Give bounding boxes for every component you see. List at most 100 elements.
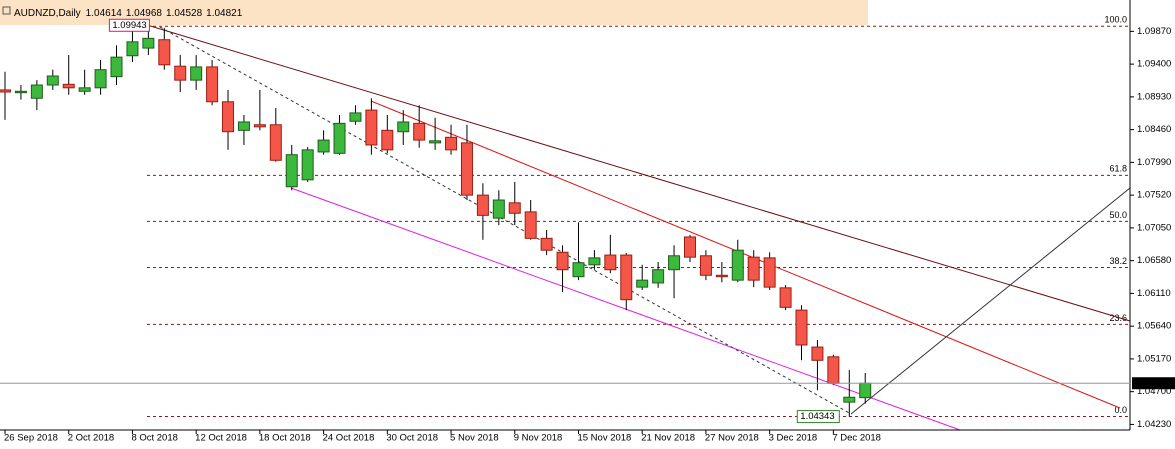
candle-body bbox=[158, 39, 171, 66]
y-tick-label: 1.05640 bbox=[1137, 321, 1171, 332]
candle-body bbox=[652, 269, 665, 284]
candle-body bbox=[636, 279, 649, 288]
candle-body bbox=[365, 109, 378, 146]
price-label: 1.04821 bbox=[1135, 378, 1169, 389]
candle-body bbox=[110, 56, 123, 78]
fib-label: 50.0 bbox=[1109, 210, 1127, 220]
x-tick-label: 8 Oct 2018 bbox=[131, 433, 177, 444]
candle-body bbox=[222, 101, 235, 133]
low-tag-box bbox=[796, 410, 840, 424]
trendline bbox=[159, 26, 852, 415]
header-icon bbox=[2, 6, 11, 15]
candles bbox=[0, 26, 872, 417]
high-tag-box bbox=[108, 18, 150, 32]
x-tick-label: 9 Nov 2018 bbox=[514, 433, 563, 444]
candle-body bbox=[827, 356, 840, 384]
candle-body bbox=[46, 75, 59, 86]
chart-title: AUDNZD,Daily bbox=[14, 8, 81, 19]
trendline bbox=[850, 187, 1131, 415]
candle-body bbox=[62, 83, 75, 89]
y-tick-label: 1.06110 bbox=[1137, 288, 1171, 299]
candle-body bbox=[556, 251, 569, 271]
x-tick-label: 27 Nov 2018 bbox=[705, 433, 759, 444]
x-tick-label: 18 Oct 2018 bbox=[259, 433, 311, 444]
candle-body bbox=[142, 37, 155, 49]
y-tick-label: 1.05170 bbox=[1137, 353, 1171, 364]
header-close: 1.04821 bbox=[206, 8, 243, 19]
y-tick-label: 1.04230 bbox=[1137, 419, 1171, 430]
candle-body bbox=[253, 124, 266, 128]
price-label-box bbox=[1132, 377, 1175, 390]
candle-body bbox=[731, 249, 744, 281]
candle-body bbox=[747, 256, 760, 281]
header-high: 1.04968 bbox=[126, 8, 163, 19]
low-tag: 1.04343 bbox=[800, 411, 834, 422]
candle-body bbox=[285, 154, 298, 188]
candle-body bbox=[668, 255, 681, 271]
candle-body bbox=[460, 142, 473, 196]
x-tick-label: 30 Oct 2018 bbox=[386, 433, 438, 444]
y-tick-label: 1.07520 bbox=[1137, 190, 1171, 201]
candle-body bbox=[476, 194, 489, 216]
candle-body bbox=[397, 121, 410, 133]
candle-body bbox=[524, 211, 537, 239]
candle-body bbox=[492, 199, 505, 219]
candle-body bbox=[795, 309, 808, 346]
y-tick-label: 1.06580 bbox=[1137, 255, 1171, 266]
trendline bbox=[370, 100, 1121, 409]
candle-body bbox=[604, 254, 617, 271]
candle-body bbox=[78, 87, 91, 92]
candle-body bbox=[14, 90, 27, 94]
y-tick-label: 1.09870 bbox=[1137, 26, 1171, 37]
candle-body bbox=[429, 140, 442, 144]
candle-body bbox=[126, 41, 139, 57]
candle-body bbox=[269, 124, 282, 161]
candle-body bbox=[445, 136, 458, 151]
x-tick-label: 3 Dec 2018 bbox=[769, 433, 818, 444]
candle-body bbox=[317, 139, 330, 153]
candle-body bbox=[540, 237, 553, 251]
candle-body bbox=[763, 257, 776, 288]
candle-body bbox=[94, 69, 107, 89]
candle-body bbox=[333, 122, 346, 154]
candle-body bbox=[811, 346, 824, 361]
x-tick-label: 5 Nov 2018 bbox=[450, 433, 499, 444]
candle-body bbox=[0, 89, 11, 93]
candle-body bbox=[30, 84, 43, 99]
candle-body bbox=[699, 255, 712, 276]
candle-body bbox=[174, 65, 187, 81]
x-tick-label: 21 Nov 2018 bbox=[641, 433, 695, 444]
fib-label: 100.0 bbox=[1104, 15, 1127, 25]
x-tick-label: 7 Dec 2018 bbox=[832, 433, 881, 444]
candle-body bbox=[572, 262, 585, 278]
x-tick-label: 12 Oct 2018 bbox=[195, 433, 247, 444]
x-tick-label: 15 Nov 2018 bbox=[577, 433, 631, 444]
trendline bbox=[290, 187, 961, 431]
x-tick-label: 2 Oct 2018 bbox=[68, 433, 114, 444]
high-tag: 1.09943 bbox=[112, 20, 146, 31]
candle-body bbox=[349, 112, 362, 122]
candle-body bbox=[843, 396, 856, 403]
candle-body bbox=[206, 66, 219, 103]
candle-body bbox=[859, 382, 872, 399]
candle-body bbox=[301, 149, 314, 181]
trendlines bbox=[146, 24, 1131, 431]
candle-body bbox=[413, 122, 426, 141]
header: AUDNZD,Daily 1.04614 1.04968 1.04528 1.04821 bbox=[14, 8, 243, 19]
y-tick-label: 1.07990 bbox=[1137, 157, 1171, 168]
candle-body bbox=[237, 121, 250, 131]
y-tick-label: 1.09400 bbox=[1137, 59, 1171, 70]
candle-body bbox=[508, 202, 521, 214]
fib-label: 61.8 bbox=[1109, 164, 1127, 174]
x-tick-label: 26 Sep 2018 bbox=[4, 433, 58, 444]
candle-body bbox=[190, 66, 203, 81]
y-tick-label: 1.07050 bbox=[1137, 222, 1171, 233]
y-tick-label: 1.08930 bbox=[1137, 91, 1171, 102]
candle-body bbox=[588, 257, 601, 266]
y-tick-label: 1.04700 bbox=[1137, 386, 1171, 397]
y-tick-label: 1.08460 bbox=[1137, 124, 1171, 135]
fib-label: 0.0 bbox=[1114, 405, 1127, 415]
